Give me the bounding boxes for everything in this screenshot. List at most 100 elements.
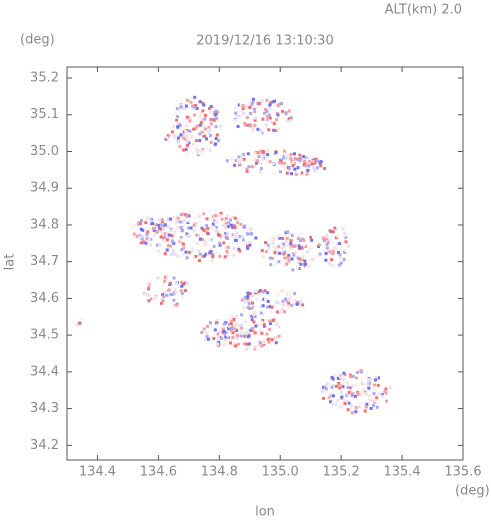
- echo-pixel: [198, 237, 202, 241]
- echo-pixel: [195, 124, 199, 128]
- echo-pixel: [198, 215, 201, 218]
- echo-pixel: [273, 171, 277, 175]
- echo-pixel: [179, 133, 183, 137]
- echo-pixel: [203, 134, 207, 138]
- echo-pixel: [197, 115, 201, 119]
- echo-pixel: [306, 156, 310, 160]
- echo-pixel: [146, 235, 149, 239]
- echo-pixel: [306, 166, 310, 170]
- echo-pixel: [202, 228, 206, 232]
- echo-pixel: [204, 252, 208, 256]
- echo-pixel: [347, 401, 351, 405]
- echo-pixel: [317, 243, 321, 247]
- echo-pixel: [185, 136, 188, 139]
- echo-pixel: [231, 215, 235, 219]
- echo-pixel: [282, 156, 286, 160]
- echo-pixel: [264, 241, 267, 245]
- echo-pixel: [331, 250, 335, 254]
- echo-pixel: [325, 243, 329, 246]
- echo-pixel: [231, 233, 235, 237]
- echo-pixel: [169, 293, 173, 297]
- echo-pixel: [221, 327, 225, 331]
- echo-pixel: [285, 171, 289, 175]
- echo-pixel: [364, 392, 368, 396]
- echo-pixel: [227, 326, 231, 330]
- echo-pixel: [225, 338, 228, 342]
- echo-pixel: [232, 344, 236, 348]
- echo-pixel: [274, 341, 278, 345]
- echo-pixel: [246, 335, 250, 339]
- y-tick-label: 35.0: [30, 144, 59, 159]
- y-tick-label: 34.7: [30, 254, 59, 269]
- echo-pixel: [208, 226, 212, 230]
- echo-pixel: [229, 329, 233, 333]
- echo-pixel: [366, 380, 370, 384]
- echo-pixel: [181, 242, 185, 246]
- echo-pixel: [257, 293, 261, 297]
- echo-pixel: [233, 226, 237, 230]
- echo-pixel: [233, 118, 237, 122]
- echo-pixel: [374, 399, 378, 402]
- echo-pixel: [203, 254, 206, 258]
- echo-pixel: [251, 126, 255, 130]
- echo-pixel: [167, 235, 171, 239]
- echo-pixel: [268, 256, 272, 260]
- echo-pixel: [318, 252, 322, 256]
- echo-pixel: [345, 381, 349, 385]
- echo-pixel: [209, 118, 213, 121]
- echo-pixel: [231, 221, 235, 225]
- echo-pixel: [242, 305, 246, 309]
- echo-pixel: [303, 160, 307, 164]
- echo-pixel: [369, 406, 373, 410]
- echo-pixel: [229, 341, 232, 345]
- echo-pixel: [324, 253, 328, 257]
- echo-pixel: [242, 334, 246, 338]
- echo-pixel: [201, 255, 205, 259]
- echo-pixel: [185, 152, 189, 156]
- echo-pixel: [241, 110, 245, 114]
- echo-pixel: [256, 105, 259, 108]
- echo-pixel: [180, 292, 184, 296]
- echo-pixel: [248, 240, 252, 244]
- echo-pixel: [185, 140, 189, 144]
- echo-pixel: [189, 248, 193, 252]
- echo-pixel: [205, 335, 209, 339]
- echo-pixel: [284, 153, 288, 157]
- echo-pixel: [192, 229, 196, 233]
- echo-pixel: [315, 159, 319, 163]
- echo-pixel: [234, 235, 238, 239]
- echo-pixel: [262, 342, 266, 346]
- echo-pixel: [254, 324, 258, 328]
- x-tick-label: 134.6: [140, 465, 177, 480]
- echo-pixel: [278, 236, 281, 240]
- echo-pixel: [349, 389, 353, 393]
- echo-pixel: [286, 244, 290, 247]
- echo-pixel: [332, 246, 336, 249]
- echo-pixel: [259, 131, 263, 135]
- echo-pixel: [259, 129, 263, 133]
- echo-pixel: [315, 166, 319, 170]
- echo-pixel: [215, 251, 219, 255]
- echo-pixel: [265, 114, 269, 118]
- echo-pixel: [224, 221, 228, 225]
- echo-pixel: [214, 214, 218, 217]
- echo-pixel: [222, 241, 226, 245]
- echo-pixel: [266, 291, 270, 295]
- echo-pixel: [340, 395, 344, 399]
- echo-pixel: [277, 161, 281, 165]
- echo-pixel: [222, 329, 226, 333]
- echo-pixel: [199, 252, 203, 256]
- echo-pixel: [219, 125, 222, 128]
- echo-pixel: [243, 224, 247, 228]
- echo-pixel: [222, 223, 226, 227]
- echo-pixel: [338, 386, 342, 390]
- echo-pixel: [268, 160, 272, 164]
- echo-pixel: [184, 289, 187, 293]
- echo-pixel: [181, 253, 185, 257]
- echo-pixel: [276, 113, 280, 117]
- echo-pixel: [298, 158, 302, 162]
- echo-pixel: [351, 374, 355, 378]
- echo-pixel: [142, 240, 146, 244]
- echo-pixel: [331, 230, 335, 234]
- echo-pixel: [275, 300, 278, 304]
